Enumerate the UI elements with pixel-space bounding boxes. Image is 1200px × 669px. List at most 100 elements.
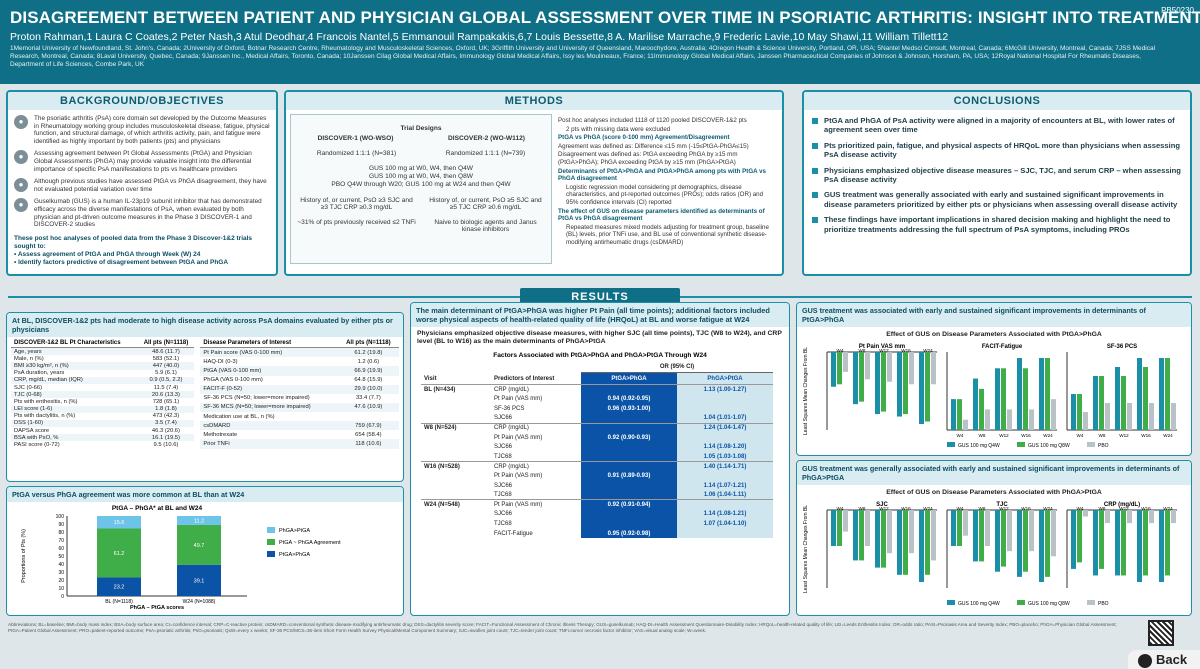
y-tick-label: 0 [61, 594, 64, 600]
stacked-bar-segment [97, 528, 141, 578]
back-button[interactable]: Back [1128, 650, 1200, 669]
table-row: PsA duration, years 5.9 (6.1) [11, 370, 194, 377]
table-row: Medication use at BL, n (%) [200, 412, 399, 421]
bar [973, 510, 978, 562]
x-tick-label: W4 [1077, 506, 1084, 511]
row-label: PtGA (VAS 0-100 mm) [203, 367, 262, 374]
ptga-or-cell [581, 413, 677, 424]
ptga-or-cell: 0.96 (0.93-1.00) [581, 404, 677, 414]
x-tick-label: W16 [901, 348, 911, 353]
gus-phga-heading: GUS treatment was generally associated w… [797, 461, 1191, 485]
y-tick-label: 10 [58, 586, 64, 592]
x-tick-label: W24 [923, 348, 933, 353]
background-title: BACKGROUND/OBJECTIVES [8, 92, 276, 110]
ptga-or-cell [581, 384, 677, 395]
background-text: Assessing agreement between Pt Global As… [34, 150, 252, 173]
y-tick-label: 20 [58, 578, 64, 584]
table-row: DAPSA score 46.3 (20.6) [11, 427, 194, 434]
predictor-cell: SJC66 [494, 415, 513, 422]
x-tick-label: W16 [1141, 506, 1151, 511]
x-tick-label: W24 [1163, 433, 1173, 438]
bar [979, 510, 984, 562]
conclusion-text: Physicians emphasized objective disease … [824, 165, 1181, 185]
phga-or-cell [677, 404, 773, 414]
phga-or-cell [677, 394, 773, 404]
x-tick-label: W16 [1021, 506, 1031, 511]
predictor-cell: SJC66 [494, 511, 513, 518]
stacked-bar-segment [177, 524, 221, 565]
gus-ptga-chart: Least Squares Mean Changes From BL Pt Pai… [803, 344, 1177, 449]
methods-bullet: Disagreement was defined as: PtGA exceed… [558, 151, 738, 166]
bar [1137, 510, 1142, 582]
bar [837, 352, 842, 385]
discover-1-prior-tnfi: ~31% of pts previously received ≤2 TNFi [297, 219, 416, 226]
bar [1127, 403, 1132, 430]
conclusion-text: GUS treatment was generally associated w… [824, 190, 1178, 209]
qr-code-icon[interactable] [1148, 620, 1174, 646]
agreement-panel: PtGA versus PhGA agreement was more comm… [6, 486, 404, 616]
forest-row: W16 (N=528) CRP (mg/dL) 1.40 (1.14-1.71) [421, 461, 773, 472]
legend-swatch [267, 551, 275, 557]
ptga-column-header: PtGA>PhGA [581, 372, 677, 385]
row-label: TJC (0-68) [14, 391, 42, 398]
legend-label: PBO [1098, 601, 1109, 607]
x-tick-label: W16 [1141, 433, 1151, 438]
background-text: Although previous studies have assessed … [34, 178, 267, 193]
row-value: 759 (67.9) [355, 422, 382, 429]
bar [853, 510, 858, 561]
gus-ptga-chart-title: Effect of GUS on Disease Parameters Asso… [886, 331, 1102, 338]
visit-cell: BL (N=434) [424, 386, 456, 393]
legend-label: GUS 100 mg Q4W [958, 601, 1000, 607]
gus-phga-chart: Least Squares Mean Changes From BL SJC W4 W… [803, 502, 1177, 607]
objectives: These post hoc analyses of pooled data f… [14, 235, 270, 267]
row-value: 5.9 (6.1) [155, 370, 177, 377]
bar [951, 399, 956, 430]
y-tick-label: 90 [58, 522, 64, 528]
bar [995, 510, 1000, 572]
bullet-icon [812, 217, 818, 224]
back-label: Back [1156, 652, 1188, 667]
info-icon: ● [14, 115, 28, 129]
data-label: 23.2 [114, 585, 125, 591]
predictor-cell: TJC68 [494, 520, 512, 527]
background-item: ● Although previous studies have assessed… [14, 178, 270, 193]
phga-or-cell: 1.40 (1.14-1.71) [677, 461, 773, 472]
bar [957, 510, 962, 546]
row-value: 0.9 (0.5, 2.2) [149, 377, 183, 384]
table-row: PASI score (0-72) 9.5 (10.6) [11, 441, 194, 448]
ptga-or-cell: 0.95 (0.92-0.98) [581, 528, 677, 539]
bar [1017, 358, 1022, 430]
background-item: ● Assessing agreement between Pt Global A… [14, 150, 270, 173]
row-value: 46.3 (20.6) [151, 427, 180, 434]
affiliations: 1Memorial University of Newfoundland, St… [10, 45, 1156, 68]
bar [1023, 510, 1028, 572]
table-row: Male, n (%) 583 (52.1) [11, 355, 194, 362]
bar [1171, 510, 1176, 524]
row-value: 1.8 (1.8) [155, 406, 177, 413]
stacked-bar-segment [177, 564, 221, 596]
bullet-icon [812, 118, 818, 124]
row-label: Male, n (%) [14, 355, 44, 362]
bar [1029, 510, 1034, 552]
bar [1115, 367, 1120, 430]
gus-phga-panel: GUS treatment was generally associated w… [796, 460, 1192, 616]
conclusion-item: GUS treatment was generally associated w… [812, 190, 1182, 209]
bar [951, 510, 956, 546]
visit-cell [421, 414, 491, 424]
phga-or-cell: 1.14 (1.08-1.21) [677, 509, 773, 520]
predictor-cell: TJC68 [494, 453, 512, 460]
x-tick-label: W4 [837, 348, 844, 353]
forest-row: SJC66 1.14 (1.08-1.21) [421, 509, 773, 520]
agreement-heading: PtGA versus PhGA agreement was more comm… [7, 487, 403, 502]
phga-or-cell: 1.06 (1.04-1.11) [677, 490, 773, 500]
trial-design-header: Trial Designs [400, 125, 442, 132]
x-axis-label: PhGA – PtGA scores [130, 605, 184, 610]
bar [931, 510, 936, 561]
bar [831, 510, 836, 546]
x-tick-label: W24 (N=1088) [183, 599, 216, 605]
data-label: 49.7 [194, 543, 205, 549]
visit-cell [421, 510, 491, 520]
stacked-bar-segment [177, 516, 221, 525]
row-value: 583 (52.1) [152, 355, 180, 362]
legend-swatch [947, 600, 955, 605]
